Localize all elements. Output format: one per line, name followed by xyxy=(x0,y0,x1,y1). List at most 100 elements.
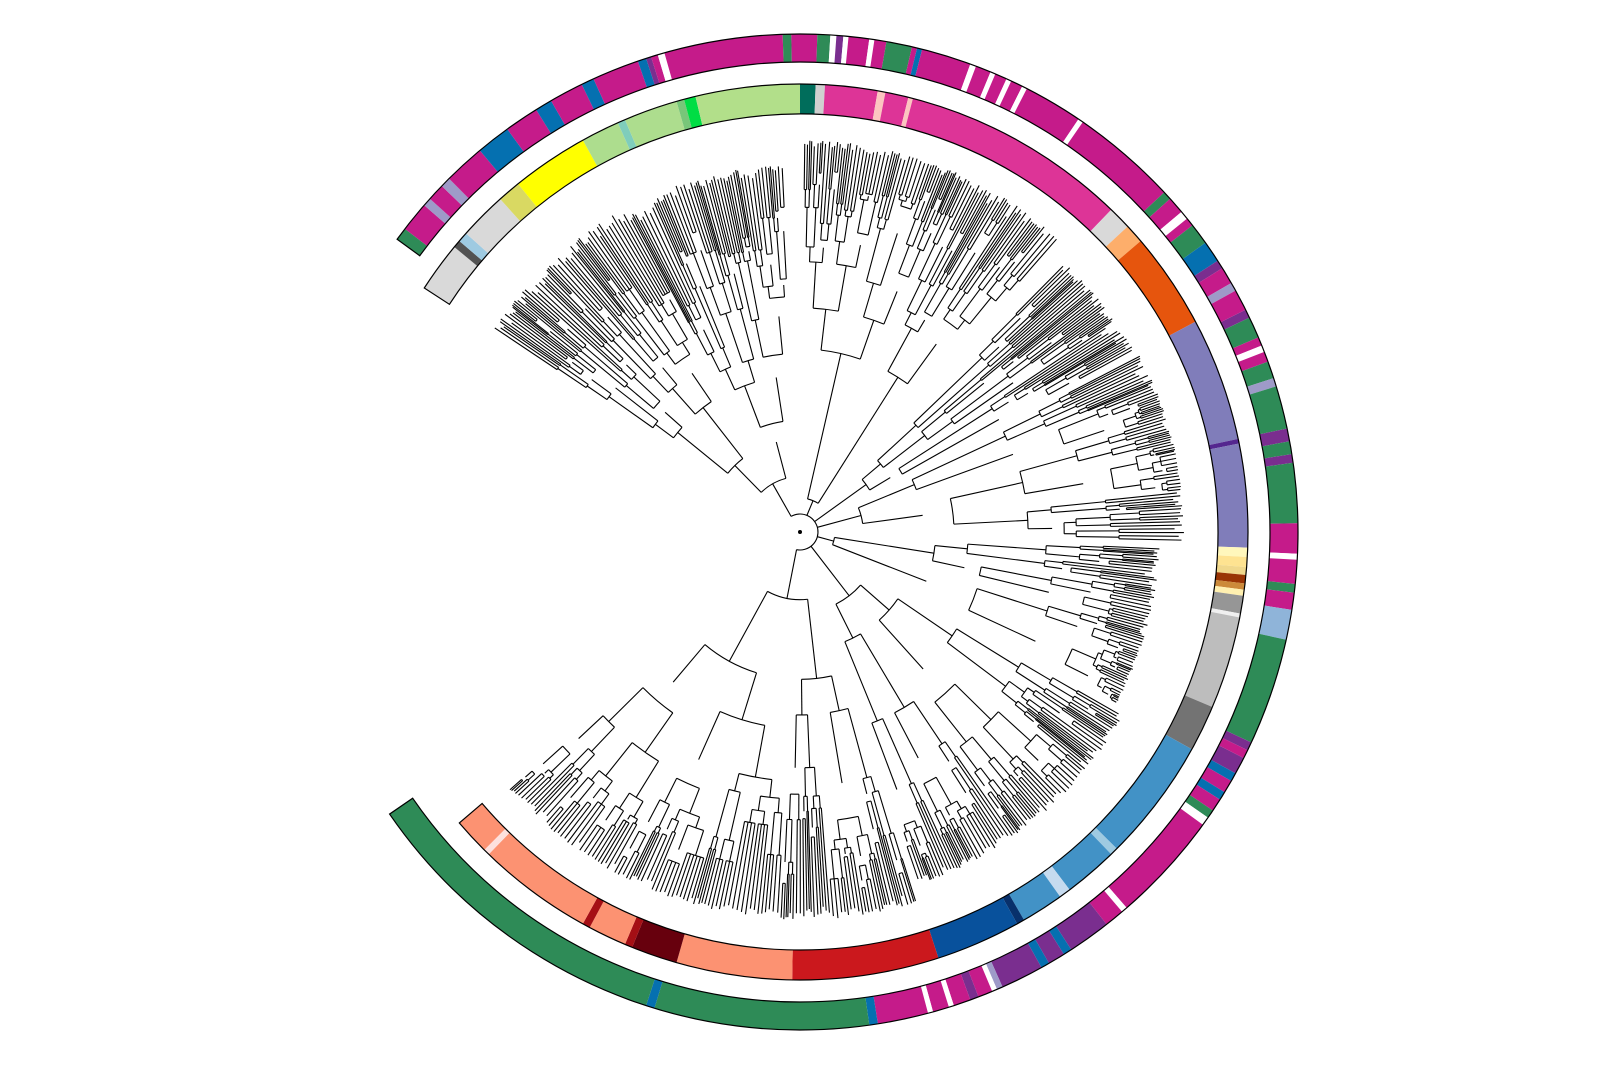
outer-annotation-ring-segment xyxy=(925,980,949,1012)
tree-arc xyxy=(653,400,661,409)
tree-tip xyxy=(852,852,864,915)
tree-branch xyxy=(1040,770,1048,777)
tree-tip xyxy=(1062,758,1081,774)
tree-tip xyxy=(946,181,963,216)
tree-branch xyxy=(547,333,577,357)
tree-tip xyxy=(840,877,846,912)
tree-arc xyxy=(991,218,994,222)
tree-tip xyxy=(1015,265,1064,315)
tree-tip xyxy=(1037,726,1082,763)
tree-arc xyxy=(1009,755,1017,763)
tree-arc xyxy=(692,301,696,305)
tree-branch xyxy=(813,207,817,248)
tree-branch xyxy=(1044,560,1063,564)
outer-annotation-ring-segment xyxy=(1055,902,1107,950)
tree-branch xyxy=(1027,509,1052,513)
tree-tip xyxy=(765,166,771,218)
tree-tip xyxy=(1000,806,1019,831)
tree-branch xyxy=(652,375,669,393)
tree-arc xyxy=(1094,712,1097,716)
tree-tip xyxy=(787,874,790,918)
tree-tip xyxy=(1106,619,1141,630)
tree-tip xyxy=(1116,668,1129,675)
tree-branch xyxy=(894,712,919,759)
tree-tip xyxy=(822,141,831,224)
tree-tip xyxy=(1039,711,1094,753)
tree-tip xyxy=(1023,760,1057,795)
tree-branch xyxy=(1048,605,1081,617)
tree-tip xyxy=(1010,280,1083,345)
tree-arc xyxy=(662,833,667,836)
tree-arc xyxy=(1002,431,1008,441)
tree-tip xyxy=(635,832,658,877)
tree-tip xyxy=(909,845,923,879)
tree-tip xyxy=(884,158,902,220)
tree-branch xyxy=(600,793,610,805)
tree-arc xyxy=(894,701,914,714)
tree-branch xyxy=(1081,612,1099,619)
tree-tip xyxy=(959,819,981,858)
tree-branch xyxy=(871,792,885,836)
tree-tip xyxy=(640,219,693,322)
tree-branch xyxy=(834,536,935,554)
tree-branch xyxy=(698,711,721,760)
tree-arc xyxy=(921,852,926,856)
tree-tip xyxy=(1029,276,1074,318)
tree-arc xyxy=(1123,431,1126,435)
tree-tip xyxy=(917,802,949,870)
outer-annotation-ring-segment xyxy=(1246,378,1277,395)
tree-branch xyxy=(916,453,1014,491)
tree-branch xyxy=(1001,781,1014,797)
tree-branch xyxy=(1078,406,1087,412)
tree-branch xyxy=(1063,429,1105,445)
tree-tip xyxy=(1017,269,1064,316)
tree-arc xyxy=(1043,560,1046,567)
tree-arc xyxy=(579,349,582,353)
outer-annotation-ring-segment xyxy=(840,35,849,65)
tree-tip xyxy=(552,264,605,321)
tree-arc xyxy=(1045,389,1049,395)
tree-branch xyxy=(542,745,564,765)
tree-tip xyxy=(1028,274,1072,316)
tree-arc xyxy=(869,852,874,855)
tree-tip xyxy=(966,195,999,249)
tree-tip xyxy=(833,878,839,919)
tree-arc xyxy=(959,736,973,748)
tree-branch xyxy=(790,819,793,863)
tree-arc xyxy=(707,351,715,356)
tree-arc xyxy=(944,271,946,274)
tree-branch xyxy=(1162,488,1168,491)
tree-arc xyxy=(1008,342,1011,345)
tree-tip xyxy=(1020,776,1047,806)
tree-tip xyxy=(1100,572,1157,581)
tree-tip xyxy=(1107,616,1144,628)
tree-branch xyxy=(1076,535,1119,538)
tree-branch xyxy=(1152,460,1161,464)
tree-tip xyxy=(959,826,978,860)
tree-arc xyxy=(1109,687,1112,691)
tree-branch xyxy=(943,309,951,320)
tree-arc xyxy=(1110,697,1114,700)
inner-clade-ring-segment xyxy=(582,897,604,928)
tree-branch xyxy=(1110,518,1140,521)
tree-tip xyxy=(522,291,558,323)
tree-tip xyxy=(1085,342,1124,367)
tree-arc xyxy=(541,773,545,777)
tree-arc xyxy=(995,278,1000,282)
outer-annotation-ring-segment xyxy=(1160,211,1188,237)
tree-branch xyxy=(911,435,1006,481)
tree-arc xyxy=(1065,754,1068,757)
tree-branch xyxy=(949,819,956,830)
tree-arc xyxy=(676,777,700,789)
tree-branch xyxy=(570,767,578,775)
tree-branch xyxy=(903,824,908,832)
tree-arc xyxy=(949,498,955,525)
tree-branch xyxy=(672,313,688,340)
outer-annotation-ring-segment xyxy=(945,973,971,1006)
tree-branch xyxy=(677,432,729,474)
outer-annotation-ring-segment xyxy=(1211,290,1246,323)
tree-arc xyxy=(704,644,757,674)
tree-branch xyxy=(1045,377,1067,391)
tree-branch xyxy=(920,825,929,843)
tree-tip xyxy=(1126,505,1183,511)
